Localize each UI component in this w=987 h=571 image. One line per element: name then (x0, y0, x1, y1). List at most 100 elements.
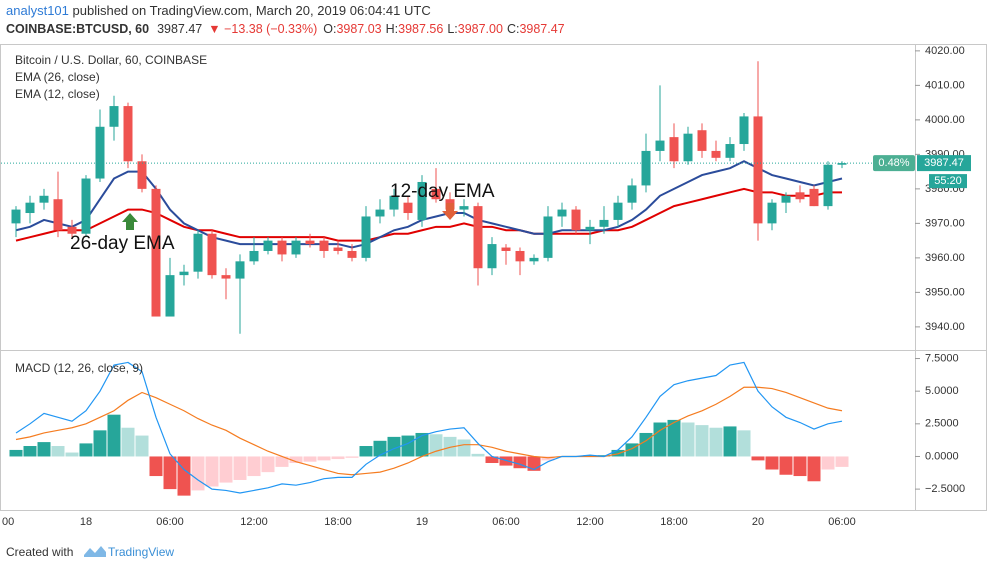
histogram-bar (793, 456, 807, 477)
candle-body (375, 209, 385, 217)
histogram-bar (331, 456, 345, 460)
x-tick-label: 18:00 (660, 516, 688, 528)
candle-body (543, 216, 553, 258)
histogram-bar (681, 422, 695, 457)
histogram-bar (65, 452, 79, 457)
footer-brand[interactable]: TradingView (108, 545, 174, 559)
candle-body (361, 216, 371, 258)
candle-body (389, 195, 399, 210)
candle-body (179, 271, 189, 276)
histogram-bar (779, 456, 793, 475)
price-label: 3987.47 (924, 157, 964, 169)
y-tick-label: 4000.00 (925, 114, 965, 126)
histogram-bar (765, 456, 779, 470)
histogram-bar (149, 456, 163, 477)
ohlc-o-key: O: (323, 22, 336, 36)
histogram-bar (261, 456, 275, 473)
ohlc-l: 3987.00 (458, 22, 503, 36)
histogram-bar (289, 456, 303, 463)
histogram-bar (485, 456, 499, 463)
y-tick-label: 0.0000 (925, 450, 959, 462)
histogram-bar (233, 456, 247, 480)
candle-body (263, 240, 273, 251)
arrow-down (442, 203, 458, 220)
candle-body (431, 188, 441, 200)
candle-body (25, 202, 35, 214)
candle-body (795, 192, 805, 200)
candle-body (557, 209, 567, 217)
candle-body (95, 126, 105, 179)
candle-body (165, 275, 175, 317)
candle-body (403, 202, 413, 214)
candle-body (151, 188, 161, 317)
candle-body (739, 116, 749, 145)
histogram-bar (93, 430, 107, 457)
x-tick-label: 20 (752, 516, 764, 528)
x-tick-label: 18:00 (324, 516, 352, 528)
y-tick-label: 3950.00 (925, 286, 965, 298)
histogram-bar (415, 432, 429, 457)
histogram-bar (457, 439, 471, 457)
histogram-bar (247, 456, 261, 477)
x-tick-label: 00 (2, 516, 14, 528)
tv-logo (84, 546, 106, 557)
x-tick-label: 06:00 (492, 516, 520, 528)
histogram-bar (807, 456, 821, 482)
candle-body (515, 250, 525, 262)
x-tick-label: 12:00 (576, 516, 604, 528)
candle-body (347, 250, 357, 258)
candle-body (459, 206, 469, 210)
candle-body (809, 188, 819, 207)
histogram-bar (751, 456, 765, 461)
legend-ema26: EMA (26, close) (15, 70, 100, 84)
candle-body (683, 133, 693, 162)
histogram-bar (723, 426, 737, 457)
x-tick-label: 12:00 (240, 516, 268, 528)
candle-body (417, 181, 427, 220)
candle-body (585, 226, 595, 231)
histogram-bar (695, 425, 709, 457)
histogram-bar (177, 456, 191, 496)
histogram-bar (9, 449, 23, 457)
x-tick-label: 06:00 (156, 516, 184, 528)
candle-body (207, 233, 217, 276)
candle-body (193, 233, 203, 272)
author[interactable]: analyst101 (6, 3, 69, 18)
histogram-bar (79, 443, 93, 457)
legend-ema12: EMA (12, close) (15, 87, 100, 101)
histogram-bar (135, 435, 149, 457)
candle-body (487, 244, 497, 269)
symbol-line: COINBASE:BTCUSD, 60 3987.47 ▼ −13.38 (−0.3… (6, 22, 565, 36)
published: published on TradingView.com, March 20, … (69, 3, 431, 18)
histogram-bar (345, 456, 359, 458)
change-label: 0.48% (878, 157, 909, 169)
y-tick-label: 3940.00 (925, 321, 965, 333)
arrow-up (122, 213, 138, 230)
candle-body (305, 240, 315, 245)
histogram-bar (821, 456, 835, 470)
candle-body (837, 163, 847, 165)
candle-body (571, 209, 581, 231)
histogram-bar (471, 453, 485, 457)
countdown-label: 55:20 (934, 175, 962, 187)
histogram-bar (527, 456, 541, 471)
price: 3987.47 (157, 22, 202, 36)
histogram-bar (835, 456, 849, 467)
plot-layer: 3940.003950.003960.003970.003980.003990.… (1, 45, 971, 528)
candle-body (501, 247, 511, 251)
histogram-bar (709, 427, 723, 457)
histogram-bar (667, 419, 681, 457)
candle-body (767, 202, 777, 224)
histogram-bar (191, 456, 205, 491)
price-badge (917, 155, 971, 172)
candle-body (641, 150, 651, 186)
histogram-bar (37, 442, 51, 457)
candle-body (221, 275, 231, 279)
histogram-bar (121, 427, 135, 457)
change: ▼ −13.38 (−0.33%) (208, 22, 317, 36)
candle-body (109, 106, 119, 127)
histogram-bar (303, 456, 317, 462)
y-tick-label: 2.5000 (925, 418, 959, 430)
